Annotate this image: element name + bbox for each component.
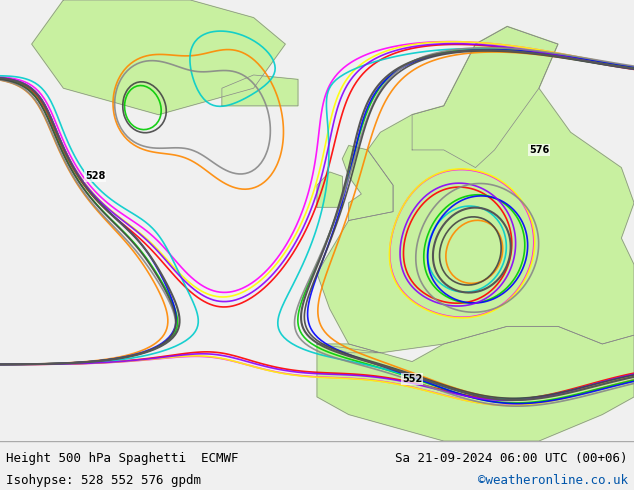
Polygon shape [342, 146, 393, 220]
Text: Sa 21-09-2024 06:00 UTC (00+06): Sa 21-09-2024 06:00 UTC (00+06) [395, 452, 628, 465]
Text: ©weatheronline.co.uk: ©weatheronline.co.uk [477, 474, 628, 487]
Text: 528: 528 [85, 172, 105, 181]
Text: 576: 576 [529, 145, 549, 155]
Text: Isohypse: 528 552 576 gpdm: Isohypse: 528 552 576 gpdm [6, 474, 202, 487]
Polygon shape [317, 326, 634, 441]
Polygon shape [317, 172, 342, 207]
Polygon shape [412, 26, 558, 168]
Text: Height 500 hPa Spaghetti  ECMWF: Height 500 hPa Spaghetti ECMWF [6, 452, 239, 465]
Polygon shape [317, 26, 634, 353]
Polygon shape [222, 75, 298, 106]
Polygon shape [32, 0, 285, 115]
Text: 552: 552 [402, 374, 422, 384]
